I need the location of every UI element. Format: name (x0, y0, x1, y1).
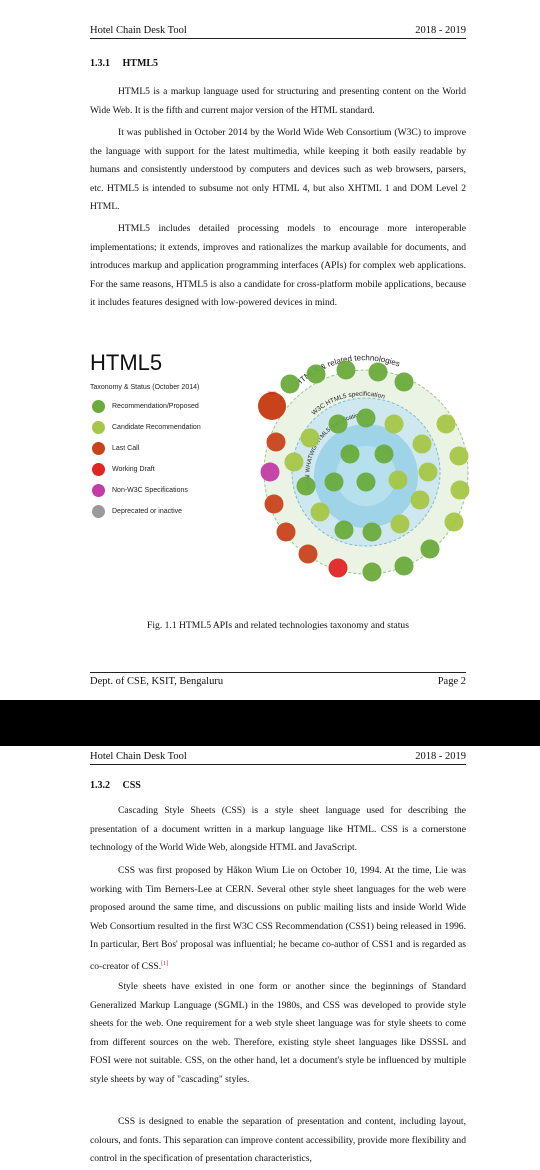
document-page-2: Hotel Chain Desk Tool 2018 - 2019 1.3.2 … (0, 746, 540, 1170)
technology-bubble (394, 556, 414, 576)
header-year: 2018 - 2019 (415, 751, 466, 762)
legend-swatch (92, 505, 105, 518)
technology-bubble (394, 372, 414, 392)
technology-bubble (336, 360, 356, 380)
technology-bubble (260, 462, 280, 482)
footer-page-number: Page 2 (437, 676, 466, 687)
technology-bubble (450, 480, 470, 500)
footer-department: Dept. of CSE, KSIT, Bengaluru (90, 676, 224, 687)
technology-bubble (418, 462, 438, 482)
paragraph-text: CSS was first proposed by Håkon Wium Lie… (90, 865, 466, 972)
legend-label: Last Call (112, 445, 140, 452)
header-year: 2018 - 2019 (415, 25, 466, 36)
technology-bubble (449, 446, 469, 466)
technology-bubble (356, 472, 376, 492)
section-heading: 1.3.2 CSS (90, 780, 141, 791)
legend-item: Working Draft (90, 463, 240, 484)
paragraph: It was published in October 2014 by the … (90, 127, 466, 212)
paragraph: CSS is designed to enable the separation… (90, 1116, 466, 1164)
legend-swatch (92, 400, 105, 413)
technology-bubble (412, 434, 432, 454)
technology-bubble (276, 522, 296, 542)
year-marker (258, 392, 286, 420)
legend-swatch (92, 442, 105, 455)
legend-item: Deprecated or inactive (90, 505, 240, 526)
technology-bubble (298, 544, 318, 564)
paragraph: Cascading Style Sheets (CSS) is a style … (90, 805, 466, 853)
paragraph: HTML5 includes detailed processing model… (90, 223, 466, 308)
paragraph: HTML5 is a markup language used for stru… (90, 86, 466, 116)
legend-item: Non-W3C Specifications (90, 484, 240, 505)
technology-bubble (368, 362, 388, 382)
section-title: CSS (122, 780, 141, 791)
technology-bubble (310, 502, 330, 522)
footnote-marker: [1] (161, 960, 169, 967)
legend-item: Candidate Recommendation (90, 421, 240, 442)
technology-bubble (420, 539, 440, 559)
figure-legend: Recommendation/Proposed Candidate Recomme… (90, 400, 240, 526)
paragraph: CSS was first proposed by Håkon Wium Lie… (90, 862, 466, 976)
legend-swatch (92, 463, 105, 476)
technology-bubble (324, 472, 344, 492)
section-title: HTML5 (122, 58, 159, 69)
legend-item: Last Call (90, 442, 240, 463)
technology-bubble (296, 476, 316, 496)
technology-bubble (444, 512, 464, 532)
technology-bubble (340, 444, 360, 464)
legend-item: Recommendation/Proposed (90, 400, 240, 421)
technology-bubble (362, 522, 382, 542)
figure-subtitle: Taxonomy & Status (October 2014) (90, 384, 200, 391)
technology-bubble (266, 432, 286, 452)
section-heading: 1.3.1 HTML5 (90, 58, 158, 69)
technology-bubble (410, 490, 430, 510)
section-number: 1.3.1 (90, 58, 110, 69)
legend-label: Working Draft (112, 466, 155, 473)
legend-label: Deprecated or inactive (112, 508, 183, 515)
technology-bubbles (260, 360, 470, 582)
technology-bubble (374, 444, 394, 464)
legend-label: Candidate Recommendation (112, 424, 201, 431)
header-title: Hotel Chain Desk Tool (90, 25, 187, 36)
technology-bubble (328, 558, 348, 578)
technology-bubble (356, 408, 376, 428)
page-header: Hotel Chain Desk Tool 2018 - 2019 (90, 22, 466, 39)
technology-bubble (284, 452, 304, 472)
page-header: Hotel Chain Desk Tool 2018 - 2019 (90, 748, 466, 765)
page-footer: Dept. of CSE, KSIT, Bengaluru Page 2 (90, 672, 466, 689)
technology-bubble (306, 364, 326, 384)
year-label: 2008 (268, 390, 278, 395)
header-title: Hotel Chain Desk Tool (90, 751, 187, 762)
figure-title: HTML5 (90, 350, 163, 375)
technology-bubble (384, 414, 404, 434)
document-page-1: Hotel Chain Desk Tool 2018 - 2019 1.3.1 … (0, 0, 540, 700)
legend-swatch (92, 484, 105, 497)
technology-bubble (280, 374, 300, 394)
technology-bubble (300, 428, 320, 448)
technology-bubble (390, 514, 410, 534)
technology-bubble (388, 470, 408, 490)
technology-bubble (264, 494, 284, 514)
figure-caption: Fig. 1.1 HTML5 APIs and related technolo… (147, 620, 409, 631)
technology-bubble (328, 414, 348, 434)
legend-label: Recommendation/Proposed (112, 403, 199, 410)
section-number: 1.3.2 (90, 780, 110, 791)
technology-bubble (362, 562, 382, 582)
technology-circle-diagram: 2008 HTML5 & related technologies W3C HT… (258, 354, 470, 582)
legend-swatch (92, 421, 105, 434)
html5-taxonomy-figure: HTML5 Taxonomy & Status (October 2014) R… (86, 350, 476, 582)
technology-bubble (436, 414, 456, 434)
technology-bubble (334, 520, 354, 540)
legend-label: Non-W3C Specifications (112, 487, 188, 494)
paragraph: Style sheets have existed in one form or… (90, 981, 466, 1085)
